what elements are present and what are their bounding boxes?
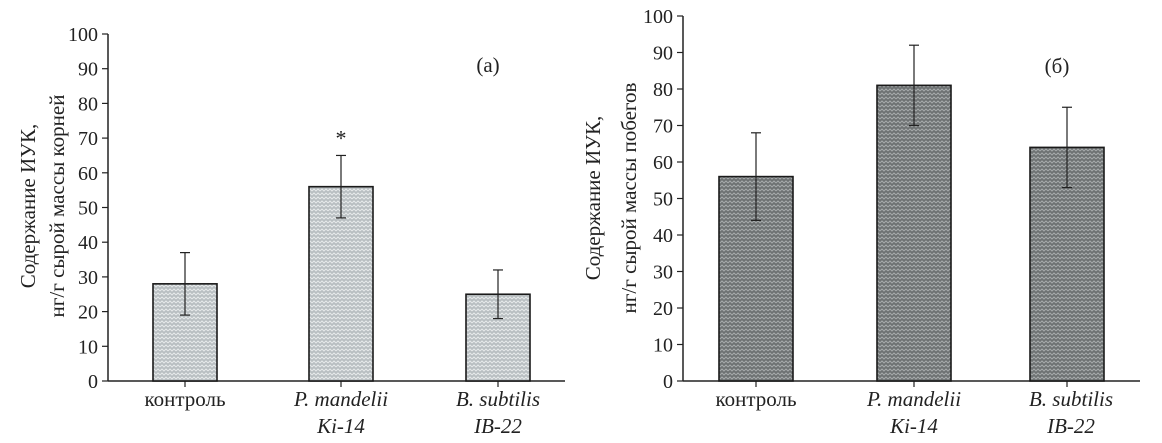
pa-y-tick-label: 70 bbox=[78, 128, 98, 150]
pa-y-tick-label: 20 bbox=[78, 302, 98, 324]
pb-y-tick-label: 50 bbox=[653, 189, 673, 211]
pa-y-tick-label: 40 bbox=[78, 232, 98, 254]
pa-category-label-2-line-2: Ki-14 bbox=[316, 414, 365, 438]
pa-y-tick-label: 30 bbox=[78, 267, 98, 289]
pb-y-tick-label: 0 bbox=[663, 371, 673, 393]
pa-y-tick-label: 50 bbox=[78, 198, 98, 220]
pb-category-label-3-line-1: B. subtilis bbox=[1029, 387, 1113, 411]
pa-y-tick-label: 0 bbox=[88, 371, 98, 393]
pb-y-tick-label: 60 bbox=[653, 152, 673, 174]
pa-category-label-3-line-1: B. subtilis bbox=[456, 387, 540, 411]
pa-category-label-2-line-1: P. mandelii bbox=[293, 387, 388, 411]
pb-y-tick-label: 40 bbox=[653, 225, 673, 247]
pa-y-axis-title-line-1: Содержание ИУК, bbox=[16, 124, 40, 289]
pa-y-tick-label: 60 bbox=[78, 163, 98, 185]
pa-category-label-1-line-1: контроль bbox=[144, 387, 225, 411]
pb-y-tick-label: 100 bbox=[643, 6, 673, 28]
pa-y-tick-label: 100 bbox=[68, 24, 98, 46]
pa-y-tick-label: 10 bbox=[78, 336, 98, 358]
pa-bar-1 bbox=[152, 283, 218, 382]
pb-category-label-2-line-2: Ki-14 bbox=[889, 414, 938, 438]
pb-y-tick-label: 20 bbox=[653, 298, 673, 320]
pa-y-axis-title-line-2: нг/г сырой массы корней bbox=[45, 95, 69, 318]
pb-y-tick-label: 10 bbox=[653, 335, 673, 357]
pb-category-label-3-line-2: IB-22 bbox=[1046, 414, 1095, 438]
chart-panel-a: 0 10 20 30 40 50 60 70 80 90 100 * контроль P. mandel… bbox=[16, 24, 565, 438]
pb-bar-2 bbox=[876, 84, 952, 382]
pb-y-axis-title-line-2: нг/г сырой массы побегов bbox=[617, 82, 641, 313]
pb-y-tick-label: 90 bbox=[653, 43, 673, 65]
pa-panel-label: (а) bbox=[476, 53, 499, 77]
pb-y-tick-label: 70 bbox=[653, 116, 673, 138]
pb-y-tick-label: 30 bbox=[653, 262, 673, 284]
pb-y-tick-label: 80 bbox=[653, 79, 673, 101]
pa-bar-2 bbox=[308, 185, 374, 382]
pa-category-label-3-line-2: IB-22 bbox=[473, 414, 522, 438]
pa-y-tick-label: 90 bbox=[78, 59, 98, 81]
chart-panel-b: 0 10 20 30 40 50 60 70 80 90 100 контроль P. mandeli… bbox=[581, 6, 1140, 438]
pa-significance-mark-2: * bbox=[336, 125, 347, 150]
pb-panel-label: (б) bbox=[1045, 54, 1070, 78]
pb-y-axis-title-line-1: Содержание ИУК, bbox=[581, 116, 605, 281]
pa-y-tick-label: 80 bbox=[78, 93, 98, 115]
pb-category-label-2-line-1: P. mandelii bbox=[866, 387, 961, 411]
pb-category-label-1-line-1: контроль bbox=[715, 387, 796, 411]
